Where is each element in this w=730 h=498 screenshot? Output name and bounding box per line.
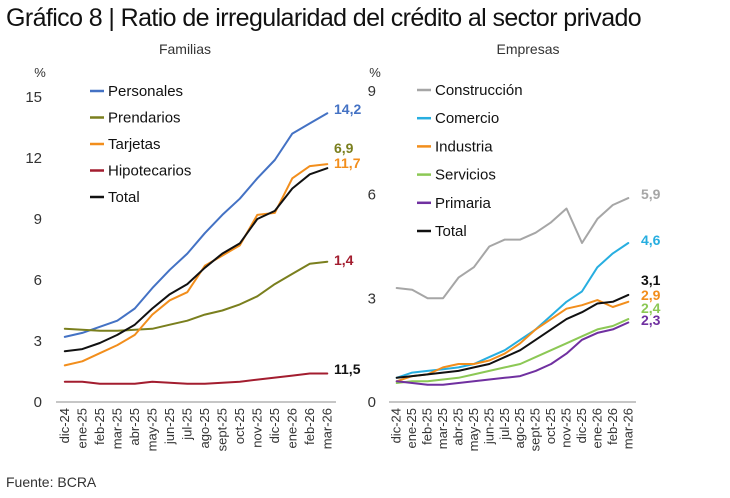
panel-title: Familias [159,41,211,57]
series-line-primaria [395,321,630,386]
x-tick-label: feb-25 [420,408,435,445]
x-tick-label: may-25 [144,408,159,451]
x-tick-label: ago-25 [197,408,212,448]
y-tick-label: 6 [368,187,376,204]
x-tick-label: nov-25 [249,408,264,448]
x-tick-label: sept-25 [528,408,543,451]
end-value-label: 11,5 [334,361,361,377]
y-tick-label: 12 [25,150,42,167]
x-tick-label: nov-25 [559,408,574,448]
legend-label: Comercio [435,110,499,127]
x-tick-label: jul-25 [497,408,512,441]
y-tick-label: 3 [368,290,376,307]
x-tick-label: oct-25 [543,408,558,444]
x-tick-label: dic-25 [267,408,282,443]
x-tick-label: abr-25 [127,408,142,446]
y-tick-label: 0 [34,394,42,411]
end-value-label: 2,4 [641,300,661,316]
figure-title: Gráfico 8 | Ratio de irregularidad del c… [6,4,642,32]
y-axis-unit: % [369,65,381,80]
legend-label: Industria [435,138,493,155]
x-tick-label: sept-25 [214,408,229,451]
y-tick-label: 9 [34,211,42,228]
panel-title: Empresas [496,41,559,57]
y-tick-label: 6 [34,272,42,289]
x-tick-label: jun-25 [162,408,177,445]
x-tick-label: ene-26 [284,408,299,448]
series-line-servicios [395,318,630,384]
legend-label: Total [435,223,467,240]
x-tick-label: oct-25 [232,408,247,444]
legend-label: Primaria [435,195,491,212]
end-value-label: 5,9 [641,186,661,202]
series-line-construcción [395,197,630,300]
x-tick-label: ene-26 [589,408,604,448]
legend-label: Hipotecarios [108,163,191,180]
series-line-total [63,167,329,353]
x-tick-label: dic-25 [574,408,589,443]
end-value-label: 6,9 [334,140,354,156]
legend-label: Tarjetas [108,136,161,153]
series-line-prendarios [63,260,329,332]
x-tick-label: ene-25 [404,408,419,448]
x-tick-label: feb-26 [302,408,317,445]
y-axis-unit: % [34,65,46,80]
source-note: Fuente: BCRA [6,474,97,490]
end-value-label: 14,2 [334,101,361,117]
x-tick-label: feb-26 [605,408,620,445]
end-value-label: 4,6 [641,232,661,248]
x-tick-label: abr-25 [450,408,465,446]
legend-label: Total [108,189,140,206]
x-tick-label: may-25 [466,408,481,451]
series-line-total [395,293,630,379]
y-tick-label: 0 [368,394,376,411]
x-tick-label: mar-26 [319,408,334,449]
legend-label: Prendarios [108,110,181,127]
x-tick-label: jul-25 [179,408,194,441]
legend-label: Personales [108,83,183,100]
end-value-label: 2,9 [641,287,661,303]
y-tick-label: 3 [34,333,42,350]
x-tick-label: dic-24 [57,408,72,443]
end-value-label: 11,7 [334,155,361,171]
series-line-comercio [395,242,630,379]
legend-label: Servicios [435,167,496,184]
legend-label: Construcción [435,82,523,99]
x-tick-label: ene-25 [74,408,89,448]
x-tick-label: feb-25 [92,408,107,445]
x-tick-label: jun-25 [481,408,496,445]
y-tick-label: 9 [368,83,376,100]
x-tick-label: ago-25 [512,408,527,448]
x-tick-label: dic-24 [389,408,404,443]
end-value-label: 2,3 [641,312,661,328]
series-line-personales [63,112,329,338]
series-line-industria [395,299,630,383]
series-line-tarjetas [63,163,329,367]
y-tick-label: 15 [25,89,42,106]
x-tick-label: mar-26 [620,408,635,449]
series-line-hipotecarios [63,372,329,385]
end-value-label: 1,4 [334,252,354,268]
x-tick-label: mar-25 [435,408,450,449]
x-tick-label: mar-25 [109,408,124,449]
end-value-label: 3,1 [641,272,661,288]
